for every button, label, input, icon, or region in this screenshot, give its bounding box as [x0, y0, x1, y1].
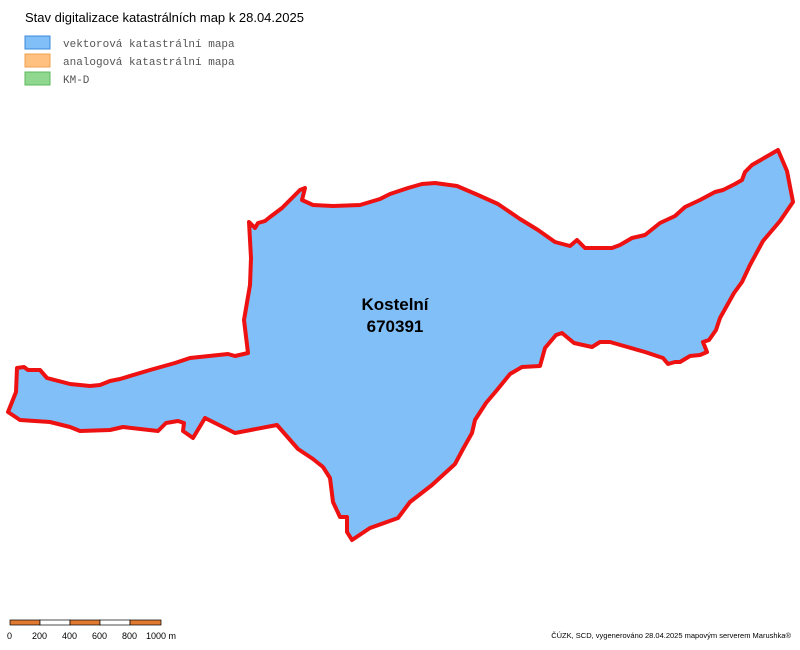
scale-label: 1000 m: [146, 631, 176, 641]
legend-swatch: [24, 35, 51, 50]
legend-label: vektorová katastrální mapa: [63, 39, 235, 51]
scale-label: 800: [122, 631, 137, 641]
scale-bar: 0 200 400 600 800 1000 m: [7, 619, 176, 641]
legend: vektorová katastrální mapa analogová kat…: [24, 35, 235, 87]
scale-label: 600: [92, 631, 107, 641]
credit: ČÚZK, SCD, vygenerováno 28.04.2025 mapov…: [551, 631, 791, 640]
scale-label: 400: [62, 631, 77, 641]
scale-label: 0: [7, 631, 12, 641]
scale-segment: [9, 619, 41, 626]
legend-label: KM-D: [63, 75, 90, 87]
scale-label: 200: [32, 631, 47, 641]
map-title: Stav digitalizace katastrálních map k 28…: [25, 10, 304, 25]
cadastral-area: [6, 148, 795, 542]
scale-segment: [39, 619, 71, 626]
legend-swatch: [24, 71, 51, 86]
area-code: 670391: [367, 317, 424, 336]
scale-segment: [129, 619, 162, 626]
area-name: Kostelní: [361, 295, 429, 314]
legend-swatch: [24, 53, 51, 68]
scale-segment: [99, 619, 131, 626]
scale-segment: [69, 619, 101, 626]
legend-label: analogová katastrální mapa: [63, 57, 235, 69]
